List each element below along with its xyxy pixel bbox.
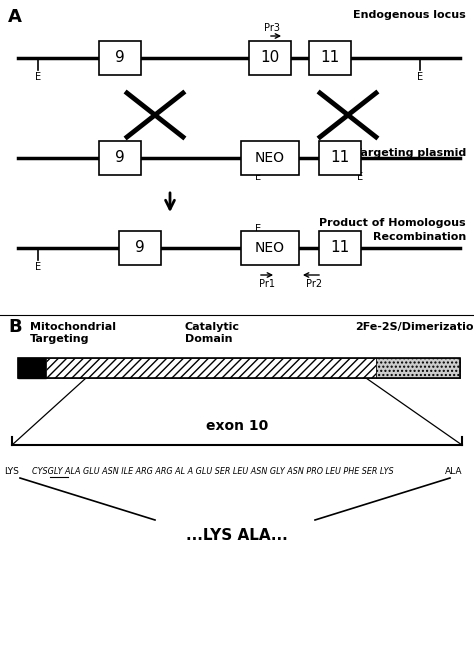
Bar [46, 358, 376, 378]
Text: A: A [8, 8, 22, 26]
Bar [119, 231, 161, 265]
Text: 2Fe-2S/Dimerization: 2Fe-2S/Dimerization [355, 322, 474, 332]
Text: 9: 9 [115, 150, 125, 166]
Text: LYS: LYS [4, 468, 19, 477]
Text: E: E [357, 172, 363, 182]
Text: NEO: NEO [255, 151, 285, 165]
Text: 10: 10 [260, 50, 280, 66]
Text: 11: 11 [320, 50, 340, 66]
Text: CYSGLY ALA GLU ASN ILE ARG ARG AL A GLU SER LEU ASN GLY ASN PRO LEU PHE SER LYS: CYSGLY ALA GLU ASN ILE ARG ARG AL A GLU … [32, 468, 393, 477]
Text: E: E [417, 72, 423, 82]
Text: Pr2: Pr2 [306, 279, 322, 289]
Bar [18, 358, 460, 378]
Text: Targeting plasmid: Targeting plasmid [354, 148, 466, 158]
Bar [241, 141, 299, 175]
Text: Product of Homologous: Product of Homologous [319, 218, 466, 228]
Text: Pr1: Pr1 [259, 279, 275, 289]
Bar [319, 231, 361, 265]
Bar [249, 41, 291, 75]
Bar [241, 231, 299, 265]
Bar [376, 358, 460, 378]
Text: E: E [35, 262, 41, 272]
Text: E: E [35, 72, 41, 82]
Text: E: E [255, 224, 261, 234]
Text: 9: 9 [135, 241, 145, 255]
Text: ...LYS ALA...: ...LYS ALA... [186, 528, 288, 542]
Bar [18, 358, 46, 378]
Text: 9: 9 [115, 50, 125, 66]
Text: Mitochondrial
Targeting: Mitochondrial Targeting [30, 322, 116, 344]
Text: 11: 11 [330, 150, 350, 166]
Bar [309, 41, 351, 75]
Text: ALA: ALA [445, 468, 462, 477]
Bar [319, 141, 361, 175]
Text: Recombination: Recombination [373, 232, 466, 242]
Text: Pr3: Pr3 [264, 23, 280, 33]
Text: E: E [255, 172, 261, 182]
Bar [99, 41, 141, 75]
Bar [99, 141, 141, 175]
Text: exon 10: exon 10 [206, 419, 268, 433]
Text: NEO: NEO [255, 241, 285, 255]
Text: Endogenous locus: Endogenous locus [353, 10, 466, 20]
Text: 11: 11 [330, 241, 350, 255]
Text: Catalytic
Domain: Catalytic Domain [185, 322, 240, 344]
Text: B: B [8, 318, 22, 336]
